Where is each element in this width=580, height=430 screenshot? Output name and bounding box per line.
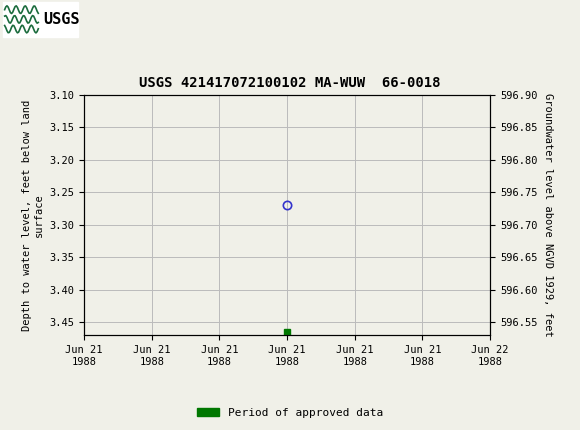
Text: USGS 421417072100102 MA-WUW  66-0018: USGS 421417072100102 MA-WUW 66-0018: [139, 76, 441, 90]
Text: USGS: USGS: [44, 12, 80, 27]
Y-axis label: Depth to water level, feet below land
surface: Depth to water level, feet below land su…: [22, 99, 44, 331]
Legend: Period of approved data: Period of approved data: [193, 403, 387, 422]
Y-axis label: Groundwater level above NGVD 1929, feet: Groundwater level above NGVD 1929, feet: [543, 93, 553, 337]
Bar: [3, 2, 78, 37]
